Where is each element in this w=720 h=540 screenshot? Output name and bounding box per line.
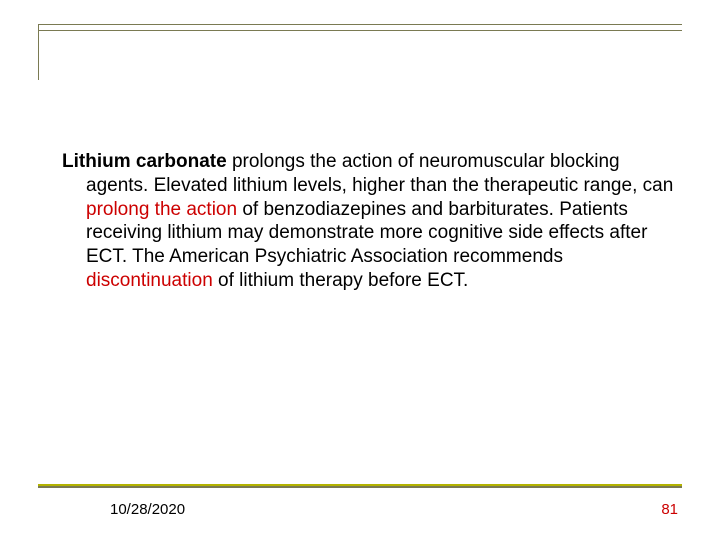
top-rule-left-tick xyxy=(38,24,39,80)
lead-term: Lithium carbonate xyxy=(62,151,227,172)
body-paragraph: Lithium carbonate prolongs the action of… xyxy=(38,150,678,293)
footer-page-number: 81 xyxy=(661,501,678,518)
body-red1: prolong the action xyxy=(86,199,237,220)
footer-date: 10/28/2020 xyxy=(110,501,185,518)
body-seg3: of lithium therapy before ECT. xyxy=(213,270,469,291)
body-red2: discontinuation xyxy=(86,270,213,291)
bottom-rule xyxy=(38,484,682,488)
top-rule-lower xyxy=(38,30,682,31)
top-rule-upper xyxy=(38,24,682,25)
slide-body: Lithium carbonate prolongs the action of… xyxy=(38,150,678,293)
